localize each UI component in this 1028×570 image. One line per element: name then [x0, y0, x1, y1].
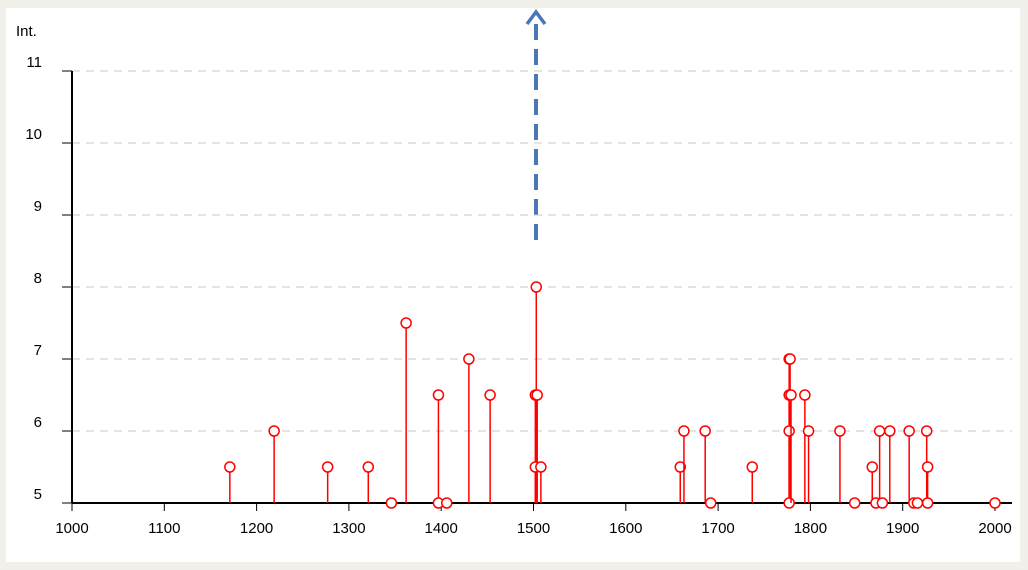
stem-marker	[363, 462, 373, 472]
stem-marker	[850, 498, 860, 508]
y-tick-label: 10	[25, 126, 42, 143]
x-tick-label: 1200	[240, 520, 273, 537]
x-tick-label: 1600	[609, 520, 642, 537]
y-tick-label: 8	[34, 270, 42, 287]
y-tick-label: 6	[34, 414, 42, 431]
stem-marker	[786, 390, 796, 400]
stem-marker	[225, 462, 235, 472]
stem-marker	[433, 390, 443, 400]
stem-marker	[386, 498, 396, 508]
x-tick-label: 1500	[517, 520, 550, 537]
x-tick-label: 1900	[886, 520, 919, 537]
y-tick-label: 11	[26, 54, 42, 71]
x-tick-label: 2000	[978, 520, 1011, 537]
stem-marker	[464, 354, 474, 364]
plot-background	[6, 8, 1020, 562]
stem-marker	[532, 390, 542, 400]
x-tick-label: 1400	[425, 520, 458, 537]
stem-marker	[912, 498, 922, 508]
stem-marker	[800, 390, 810, 400]
x-tick-label: 1300	[332, 520, 365, 537]
stem-marker	[923, 462, 933, 472]
stem-marker	[442, 498, 452, 508]
x-tick-label: 1100	[148, 520, 180, 537]
stem-marker	[835, 426, 845, 436]
stem-marker	[923, 498, 933, 508]
x-tick-label: 1800	[794, 520, 827, 537]
stem-marker	[269, 426, 279, 436]
stem-marker	[679, 426, 689, 436]
stem-marker	[877, 498, 887, 508]
y-tick-label: 7	[34, 342, 42, 359]
stem-marker	[700, 426, 710, 436]
y-axis-label: Int.	[16, 23, 37, 40]
stem-marker	[785, 354, 795, 364]
stem-marker	[922, 426, 932, 436]
stem-marker	[904, 426, 914, 436]
stem-marker	[323, 462, 333, 472]
stem-marker	[867, 462, 877, 472]
stem-marker	[804, 426, 814, 436]
chart: Int. 5 6 7 8 9 10 11 1000 1100 1200 1300 1400 1500 16…	[0, 0, 1028, 570]
y-tick-label: 5	[34, 486, 42, 503]
stem-marker	[401, 318, 411, 328]
stem-marker	[485, 390, 495, 400]
stem-marker	[875, 426, 885, 436]
x-tick-label: 1000	[55, 520, 88, 537]
stem-marker	[747, 462, 757, 472]
stem-marker	[784, 426, 794, 436]
stem-marker	[706, 498, 716, 508]
stem-marker	[536, 462, 546, 472]
stem-marker	[531, 282, 541, 292]
y-tick-label: 9	[34, 198, 42, 215]
stem-marker	[885, 426, 895, 436]
stem-marker	[784, 498, 794, 508]
stem-marker	[990, 498, 1000, 508]
x-tick-label: 1700	[701, 520, 734, 537]
